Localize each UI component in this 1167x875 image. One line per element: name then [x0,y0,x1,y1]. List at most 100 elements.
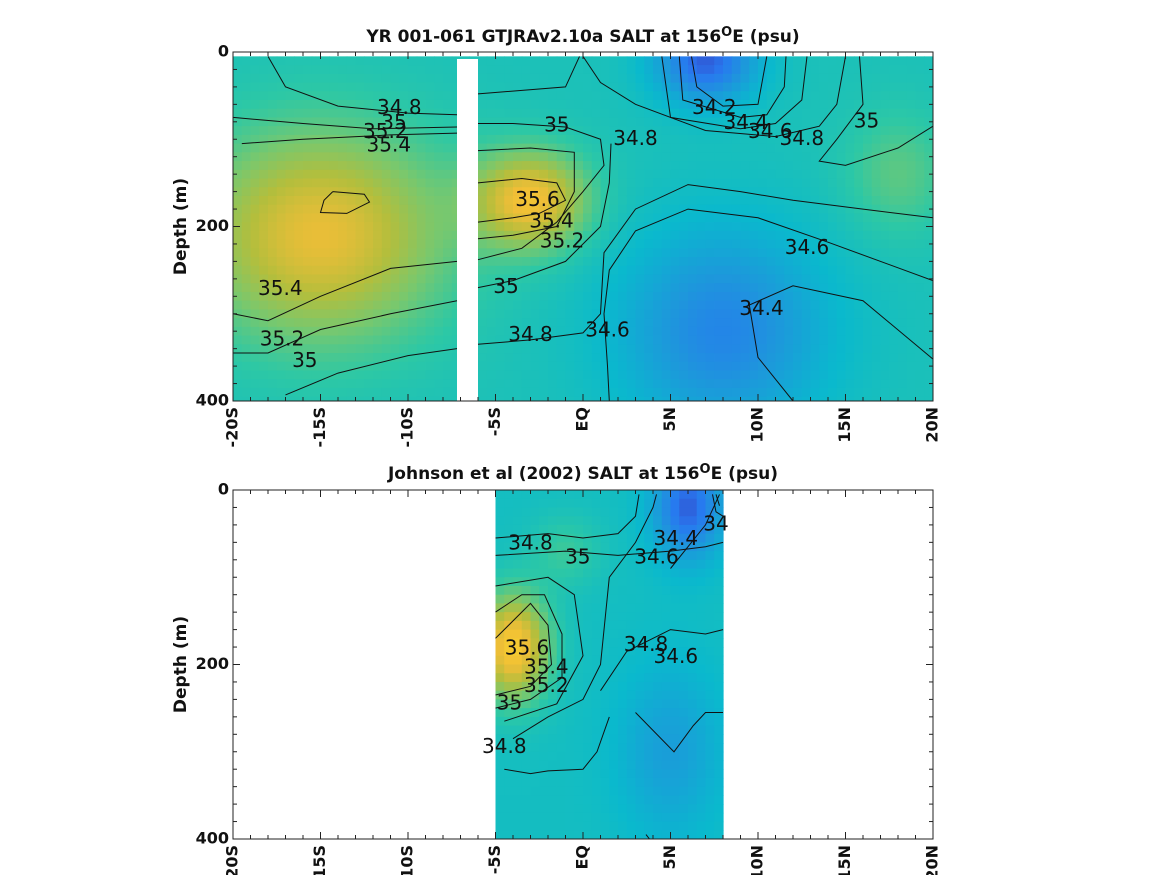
heatmap-cell [364,318,374,328]
heatmap-cell [793,387,803,398]
heatmap-cell [723,326,733,337]
heatmap-cell [583,65,593,75]
heatmap-cell [355,82,365,92]
heatmap-cell [303,195,313,206]
heatmap-cell [600,169,610,180]
heatmap-cell [303,370,313,380]
heatmap-cell [451,134,462,145]
heatmap-cell [548,708,558,718]
heatmap-cell [408,91,418,101]
heatmap-cell [548,143,558,153]
heatmap-cell [644,274,654,284]
heatmap-cell [303,230,313,241]
heatmap-cell [583,681,593,692]
heatmap-cell [635,699,645,709]
heatmap-cell [679,126,689,136]
heatmap-cell [618,396,628,401]
heatmap-cell [355,370,365,380]
heatmap-cell [591,361,602,372]
heatmap-cell [390,361,400,372]
heatmap-cell [723,126,733,136]
heatmap-cell [329,195,339,206]
heatmap-cell [600,82,610,92]
heatmap-cell [679,152,689,162]
heatmap-cell [653,239,663,249]
heatmap-cell [845,318,855,328]
heatmap-cell [731,117,742,127]
heatmap-cell [810,309,820,319]
heatmap-cell [696,257,707,267]
heatmap-cell [355,396,365,401]
heatmap-cell [898,56,908,66]
heatmap-cell [696,370,707,380]
heatmap-cell [346,91,357,101]
heatmap-cell [355,91,365,101]
heatmap-cell [784,248,794,258]
heatmap-cell [320,239,330,249]
heatmap-cell [355,300,365,310]
heatmap-cell [889,134,899,145]
heatmap-cell [924,204,933,215]
heatmap-cell [521,690,532,700]
heatmap-cell [731,204,742,215]
contour-label: 34.6 [654,644,699,668]
heatmap-cell [556,239,567,249]
heatmap-cell [495,542,505,552]
contour-line [477,147,575,240]
heatmap-cell [591,344,602,354]
heatmap-cell [653,187,663,197]
heatmap-cell [478,353,488,363]
heatmap-cell [889,99,899,110]
heatmap-cell [241,257,252,267]
heatmap-cell [294,379,304,389]
heatmap-cell [521,777,532,788]
heatmap-cell [600,265,610,276]
heatmap-cell [285,152,295,162]
heatmap-cell [303,353,313,363]
heatmap-cell [338,222,348,232]
heatmap-cell [513,585,523,596]
heatmap-cell [766,56,777,66]
heatmap-cell [618,664,628,674]
heatmap-cell [399,195,409,206]
heatmap-cell [478,65,488,75]
heatmap-cell [793,370,803,380]
heatmap-cell [539,490,549,500]
heatmap-cell [513,751,523,762]
heatmap-cell [548,542,558,552]
heatmap-cell [338,187,348,197]
x-tick-label: 10N [748,845,767,875]
heatmap-cell [723,187,733,197]
heatmap-cell [854,344,864,354]
heatmap-cell [320,213,330,223]
heatmap-cell [775,274,785,284]
heatmap-cell [574,108,584,119]
heatmap-cell [591,490,602,500]
heatmap-cell [565,743,575,753]
heatmap-cell [696,73,707,84]
heatmap-cell [679,91,689,101]
heatmap-cell [889,370,899,380]
x-tick-label: -20S [223,407,242,447]
heatmap-cell [705,291,715,302]
heatmap-cell [451,195,462,206]
heatmap-cell [233,73,243,84]
heatmap-cell [338,309,348,319]
heatmap-cell [653,309,663,319]
heatmap-cell [924,344,933,354]
contour-label: 35 [493,274,518,298]
heatmap-cell [609,716,619,727]
heatmap-cell [618,629,628,639]
heatmap-cell [644,699,654,709]
contour-line [477,184,933,345]
heatmap-cell [714,647,724,657]
heatmap-cell [661,134,672,145]
heatmap-cell [574,169,584,180]
heatmap-cell [653,734,663,744]
heatmap-cell [539,187,549,197]
heatmap-cell [329,274,339,284]
heatmap-cell [880,99,890,110]
heatmap-cell [583,56,593,66]
heatmap-cell [889,143,899,153]
heatmap-cell [408,309,418,319]
